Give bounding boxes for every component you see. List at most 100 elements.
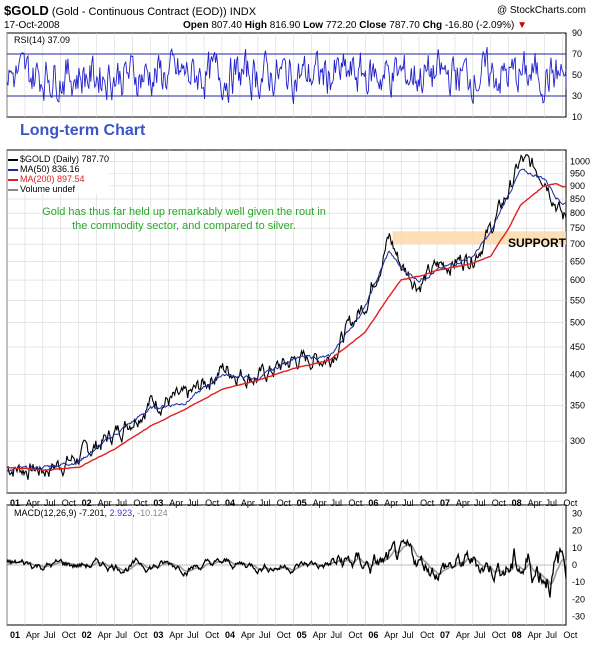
- x-tick-price: Apr: [241, 498, 255, 508]
- x-tick-price: Oct: [277, 498, 292, 508]
- x-tick-macd: Oct: [563, 630, 578, 640]
- x-tick-macd: Apr: [384, 630, 398, 640]
- rsi-y-tick: 50: [572, 70, 582, 80]
- macd-label-main: MACD(12,26,9) -7.201: [14, 508, 105, 518]
- legend-ma50-swatch: [8, 168, 18, 171]
- x-tick-price: Apr: [313, 498, 327, 508]
- chg-value: -16.80 (-2.09%): [444, 20, 515, 31]
- watermark: @ StockCharts.com: [496, 5, 586, 16]
- x-tick-price: 01: [10, 498, 20, 508]
- rsi-y-tick: 30: [572, 91, 582, 101]
- macd-y-tick: 10: [572, 543, 582, 553]
- x-tick-macd: Jul: [331, 630, 343, 640]
- support-band: [392, 231, 566, 245]
- price-y-tick: 400: [570, 369, 585, 379]
- macd-y-tick: 20: [572, 526, 582, 536]
- x-tick-price: 02: [82, 498, 92, 508]
- x-tick-macd: Jul: [402, 630, 414, 640]
- x-tick-macd: Jul: [44, 630, 56, 640]
- x-tick-price: Jul: [44, 498, 56, 508]
- x-tick-macd: Oct: [420, 630, 435, 640]
- macd-y-tick: 0: [572, 560, 577, 570]
- x-tick-macd: 03: [153, 630, 163, 640]
- x-tick-macd: Apr: [169, 630, 183, 640]
- x-tick-macd: Oct: [277, 630, 292, 640]
- x-tick-macd: Apr: [241, 630, 255, 640]
- x-tick-macd: 01: [10, 630, 20, 640]
- rsi-y-tick: 70: [572, 49, 582, 59]
- price-legend: $GOLD (Daily) 787.70 MA(50) 836.16 MA(20…: [8, 154, 110, 194]
- open-value: 807.40: [211, 20, 242, 31]
- x-tick-price: Jul: [331, 498, 343, 508]
- price-y-tick: 450: [570, 342, 585, 352]
- x-tick-price: Apr: [456, 498, 470, 508]
- legend-ma200-text: MA(200) 897.54: [20, 174, 85, 184]
- macd-signal-line: [6, 543, 567, 585]
- x-tick-macd: Oct: [492, 630, 507, 640]
- macd-line: [6, 538, 567, 598]
- x-tick-price: 05: [297, 498, 307, 508]
- x-tick-macd: 08: [512, 630, 522, 640]
- x-tick-price: Jul: [402, 498, 414, 508]
- low-value: 772.20: [325, 20, 357, 31]
- x-tick-macd: 07: [440, 630, 450, 640]
- legend-price-swatch: [8, 158, 18, 161]
- price-y-tick: 950: [570, 168, 585, 178]
- x-tick-price: 06: [368, 498, 378, 508]
- x-tick-macd: 06: [368, 630, 378, 640]
- price-panel: [6, 149, 567, 494]
- x-tick-price: Oct: [62, 498, 77, 508]
- x-tick-macd: 05: [297, 630, 307, 640]
- x-tick-macd: Apr: [528, 630, 542, 640]
- chart-date: 17-Oct-2008: [4, 20, 60, 31]
- close-label: Close: [359, 20, 387, 31]
- x-tick-macd: 02: [82, 630, 92, 640]
- x-tick-price: Apr: [384, 498, 398, 508]
- price-y-tick: 750: [570, 223, 585, 233]
- x-tick-macd: Oct: [62, 630, 77, 640]
- x-tick-macd: Apr: [313, 630, 327, 640]
- x-tick-macd: 04: [225, 630, 235, 640]
- macd-label-hist: -10.124: [137, 508, 168, 518]
- high-value: 816.90: [269, 20, 301, 31]
- x-tick-price: Oct: [420, 498, 435, 508]
- down-arrow-icon: ▼: [514, 20, 528, 31]
- symbol: $GOLD: [4, 3, 49, 18]
- x-tick-macd: Oct: [348, 630, 363, 640]
- legend-volume-text: Volume undef: [20, 184, 76, 194]
- macd-y-tick: -20: [572, 594, 585, 604]
- x-tick-macd: Apr: [26, 630, 40, 640]
- price-y-tick: 1000: [570, 156, 590, 166]
- x-tick-macd: Jul: [259, 630, 271, 640]
- ma50-line: [6, 168, 567, 473]
- ohlc-readout: Open 807.40 High 816.90 Low 772.20 Close…: [183, 20, 527, 31]
- ma200-line: [6, 183, 567, 471]
- macd-y-tick: 30: [572, 509, 582, 519]
- x-tick-price: 08: [512, 498, 522, 508]
- x-tick-macd: Apr: [456, 630, 470, 640]
- price-y-tick: 550: [570, 295, 585, 305]
- price-y-tick: 850: [570, 194, 585, 204]
- low-label: Low: [303, 20, 324, 31]
- chart-header: $GOLD (Gold - Continuous Contract (EOD))…: [4, 3, 256, 18]
- rsi-label: RSI(14) 37.09: [12, 35, 73, 45]
- x-tick-price: Jul: [259, 498, 271, 508]
- rsi-label-text: RSI(14) 37.09: [14, 35, 71, 45]
- high-label: High: [244, 20, 267, 31]
- x-tick-price: 04: [225, 498, 235, 508]
- legend-ma50-text: MA(50) 836.16: [20, 164, 80, 174]
- x-tick-macd: Jul: [474, 630, 486, 640]
- x-tick-price: Jul: [546, 498, 558, 508]
- x-tick-price: Oct: [133, 498, 148, 508]
- x-tick-price: 07: [440, 498, 450, 508]
- x-tick-macd: Jul: [546, 630, 558, 640]
- price-y-tick: 350: [570, 400, 585, 410]
- x-tick-price: Oct: [348, 498, 363, 508]
- x-tick-price: Oct: [205, 498, 220, 508]
- instrument-name: (Gold - Continuous Contract (EOD)): [51, 6, 227, 18]
- price-y-tick: 600: [570, 275, 585, 285]
- x-tick-macd: Jul: [187, 630, 199, 640]
- legend-price-text: $GOLD (Daily) 787.70: [20, 154, 110, 164]
- open-label: Open: [183, 20, 209, 31]
